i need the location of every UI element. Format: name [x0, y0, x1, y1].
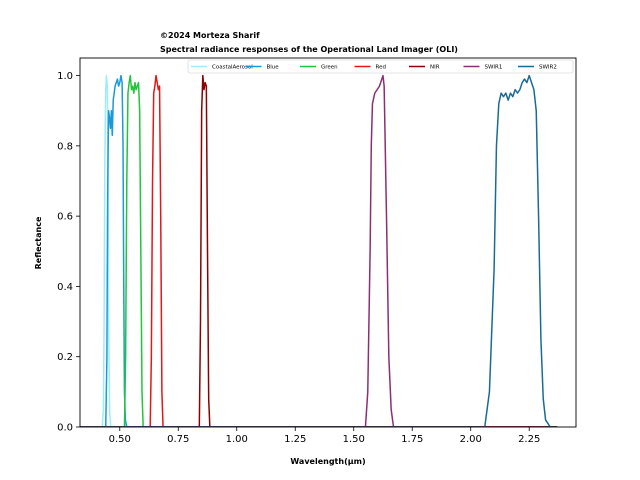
legend: CoastalAerosol Blue Green Red NIR SWIR1 SWIR2 — [187, 59, 574, 74]
series-line-swir2 — [80, 74, 558, 427]
series-line-coastalaerosol — [80, 74, 558, 427]
series-line-swir1 — [80, 74, 558, 427]
x-tick-label: 1.00 — [226, 434, 248, 445]
legend-label-green: Green — [321, 65, 338, 71]
series-layer — [80, 74, 558, 427]
plot-frame — [79, 57, 577, 428]
x-axis: 0.50 0.75 1.00 1.25 1.50 1.75 2.00 2.25 — [109, 427, 540, 445]
x-tick-label: 1.75 — [401, 434, 423, 445]
y-axis-label: Reflectance — [34, 216, 43, 269]
legend-box — [187, 59, 574, 74]
chart-title: Spectral radiance responses of the Opera… — [160, 45, 458, 54]
legend-label-swir1: SWIR1 — [485, 65, 503, 71]
y-tick-label: 1.0 — [57, 71, 73, 82]
y-tick-label: 0.8 — [57, 141, 73, 152]
x-tick-label: 0.75 — [167, 434, 189, 445]
x-axis-label: Wavelength(μm) — [290, 457, 365, 466]
legend-label-red: Red — [376, 65, 386, 71]
y-tick-label: 0.0 — [57, 423, 73, 434]
legend-label-coastalaerosol: CoastalAerosol — [212, 65, 253, 71]
x-tick-label: 2.00 — [460, 434, 482, 445]
series-line-blue — [80, 74, 558, 427]
x-tick-label: 0.50 — [109, 434, 131, 445]
legend-label-swir2: SWIR2 — [539, 65, 557, 71]
x-tick-label: 1.25 — [284, 434, 306, 445]
series-line-red — [80, 74, 558, 427]
x-tick-label: 2.25 — [518, 434, 540, 445]
y-tick-label: 0.6 — [57, 212, 73, 223]
x-tick-label: 1.50 — [343, 434, 365, 445]
legend-label-nir: NIR — [430, 65, 440, 71]
series-line-nir — [80, 74, 558, 427]
y-axis: 0.0 0.2 0.4 0.6 0.8 1.0 — [57, 71, 80, 434]
y-tick-label: 0.4 — [57, 282, 73, 293]
legend-items: CoastalAerosol Blue Green Red NIR SWIR1 SWIR2 — [191, 65, 557, 71]
copyright-text: ©2024 Morteza Sharif — [160, 31, 260, 40]
y-tick-label: 0.2 — [57, 352, 73, 363]
series-line-green — [80, 74, 558, 427]
legend-label-blue: Blue — [267, 65, 280, 71]
